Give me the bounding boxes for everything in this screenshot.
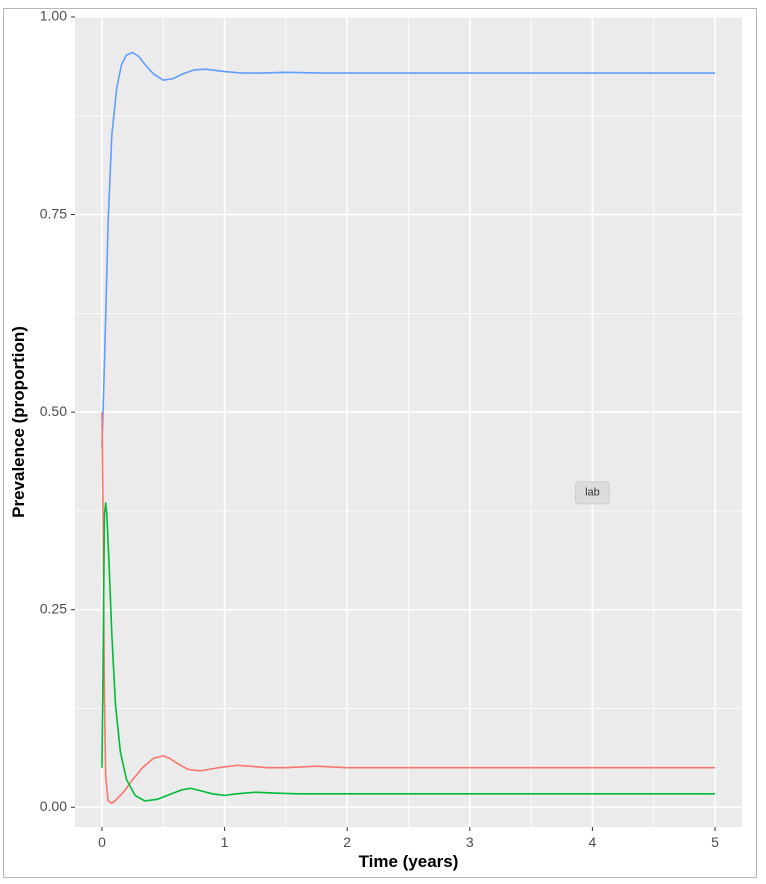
x-tick-label: 1 <box>221 834 229 850</box>
annotation: lab <box>574 481 610 505</box>
x-tick-label: 5 <box>711 834 719 850</box>
series-line-3 <box>101 502 716 802</box>
grid-minor <box>75 17 742 827</box>
series-layer <box>101 51 716 805</box>
x-axis-title: Time (years) <box>359 852 459 871</box>
y-tick-label: 0.25 <box>40 600 67 616</box>
y-tick-label: 1.00 <box>40 8 67 24</box>
grid-major <box>75 16 742 827</box>
x-tick-label: 2 <box>343 834 351 850</box>
annotation-box <box>574 481 610 505</box>
y-tick-label: 0.00 <box>40 798 67 814</box>
x-axis-ticks: 0 1 2 3 4 5 <box>98 827 719 850</box>
y-tick-label: 0.50 <box>40 403 67 419</box>
x-tick-label: 4 <box>589 834 597 850</box>
annotation-label: lab <box>585 487 600 499</box>
y-axis-ticks: 0.00 0.25 0.50 0.75 1.00 <box>40 8 75 814</box>
x-tick-label: 3 <box>466 834 474 850</box>
y-tick-label: 0.75 <box>40 205 67 221</box>
series-line-2 <box>101 412 716 805</box>
y-axis-title: Prevalence (proportion) <box>9 326 28 518</box>
x-tick-label: 0 <box>98 834 106 850</box>
series-line-1 <box>101 51 716 448</box>
